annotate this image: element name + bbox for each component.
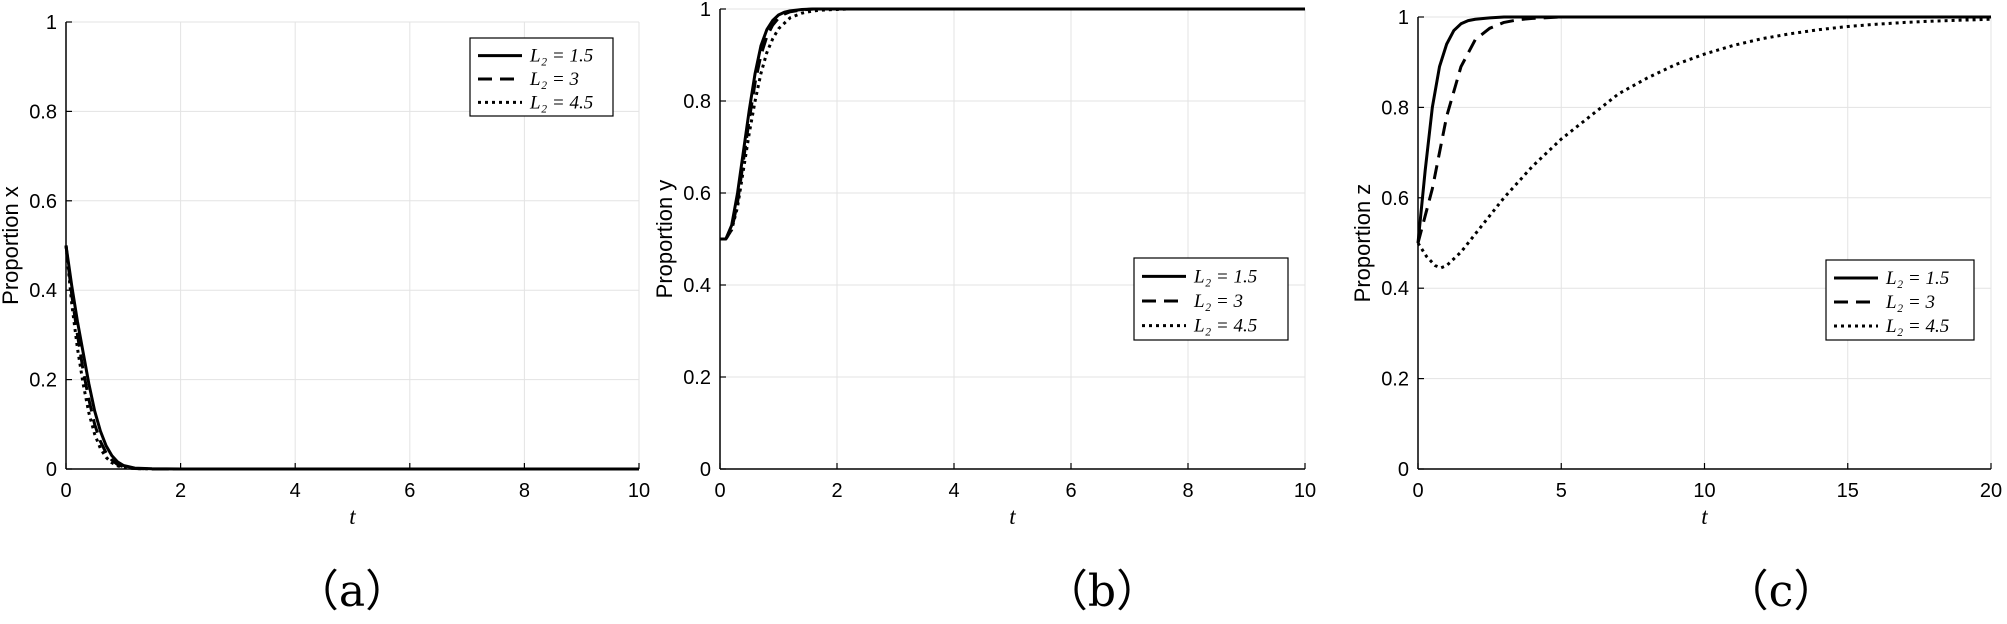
y-axis-label: Proportion z	[1350, 184, 1375, 303]
x-tick-label: 0	[714, 480, 725, 502]
legend-entry: L₂ = 4.5	[1193, 316, 1257, 337]
legend-entry: L₂ = 4.5	[529, 92, 593, 113]
x-tick-label: 10	[1693, 480, 1715, 502]
x-tick-label: 5	[1556, 480, 1567, 502]
y-tick-label: 0.8	[29, 101, 57, 123]
x-tick-label: 2	[175, 480, 186, 502]
panel-caption: （c）	[1725, 566, 1838, 617]
panel-caption: （b）	[1044, 566, 1160, 617]
x-tick-label: 4	[290, 480, 301, 502]
x-tick-label: 0	[60, 480, 71, 502]
y-axis-label: Proportion x	[0, 186, 23, 305]
x-tick-label: 4	[948, 480, 959, 502]
x-axis-label: t	[349, 504, 356, 529]
y-tick-label: 0.4	[1381, 278, 1409, 300]
chart-a: 0 2 4 6 8 10 0 0.2 0.4 0.6 0.8 1 t Proportion x L₂ = 1…	[0, 12, 650, 617]
legend-entry: L₂ = 3	[529, 69, 579, 90]
y-tick-label: 0.2	[683, 367, 711, 389]
x-axis-label: t	[1009, 504, 1016, 529]
legend-entry: L₂ = 3	[1885, 292, 1935, 313]
y-tick-label: 0.6	[1381, 188, 1409, 210]
series-line-dashed	[1416, 15, 1991, 244]
x-tick-label: 10	[1294, 480, 1316, 502]
legend: L₂ = 1.5L₂ = 3L₂ = 4.5	[469, 37, 614, 117]
x-tick-label: 0	[1412, 480, 1423, 502]
x-tick-label: 6	[404, 480, 415, 502]
series-line-dotted	[720, 7, 1305, 241]
x-tick-label: 20	[1980, 480, 2002, 502]
x-tick-label: 8	[1182, 480, 1193, 502]
legend-entry: L₂ = 1.5	[1885, 268, 1949, 289]
y-tick-label: 0.4	[683, 275, 711, 297]
legend-entry: L₂ = 3	[1193, 291, 1243, 312]
y-tick-label: 0.8	[683, 91, 711, 113]
chart-b: 0 2 4 6 8 10 0 0.2 0.4 0.6 0.8 1 t Proportion y L₂ = 1…	[652, 0, 1316, 617]
y-tick-label: 1	[46, 12, 57, 34]
series-line-dotted	[1416, 17, 1992, 270]
plot-area	[720, 9, 1305, 469]
y-tick-label: 0.2	[29, 370, 57, 392]
x-tick-label: 8	[519, 480, 530, 502]
x-axis-label: t	[1701, 504, 1708, 529]
y-tick-label: 0.8	[1381, 97, 1409, 119]
y-tick-label: 0	[700, 459, 711, 481]
y-tick-label: 0.6	[683, 183, 711, 205]
y-tick-label: 0	[46, 459, 57, 481]
y-tick-label: 0.6	[29, 191, 57, 213]
chart-c: 0 5 10 15 20 0 0.2 0.4 0.6 0.8 1 t Proportion z L₂ = …	[1350, 7, 2002, 617]
x-tick-label: 15	[1837, 480, 1859, 502]
series-line-dotted	[64, 245, 639, 471]
legend: L₂ = 1.5 L₂ = 3 L₂ = 4.5	[1825, 259, 1975, 341]
legend-box	[1133, 257, 1289, 341]
legend-entry: L₂ = 4.5	[1885, 316, 1949, 337]
y-tick-label: 0	[1398, 459, 1409, 481]
panel-caption: （a）	[295, 566, 409, 617]
legend-entry: L₂ = 1.5	[529, 46, 593, 67]
x-tick-label: 2	[831, 480, 842, 502]
y-tick-label: 1	[1398, 7, 1409, 29]
y-tick-label: 0.2	[1381, 369, 1409, 391]
x-tick-label: 10	[628, 480, 650, 502]
series-line-solid	[1416, 15, 1991, 244]
legend: L₂ = 1.5 L₂ = 3 L₂ = 4.5	[1133, 257, 1289, 341]
y-axis-label: Proportion y	[652, 180, 677, 299]
y-tick-label: 1	[700, 0, 711, 21]
x-tick-label: 6	[1065, 480, 1076, 502]
legend-entry: L₂ = 1.5	[1193, 266, 1257, 287]
y-tick-label: 0.4	[29, 280, 57, 302]
